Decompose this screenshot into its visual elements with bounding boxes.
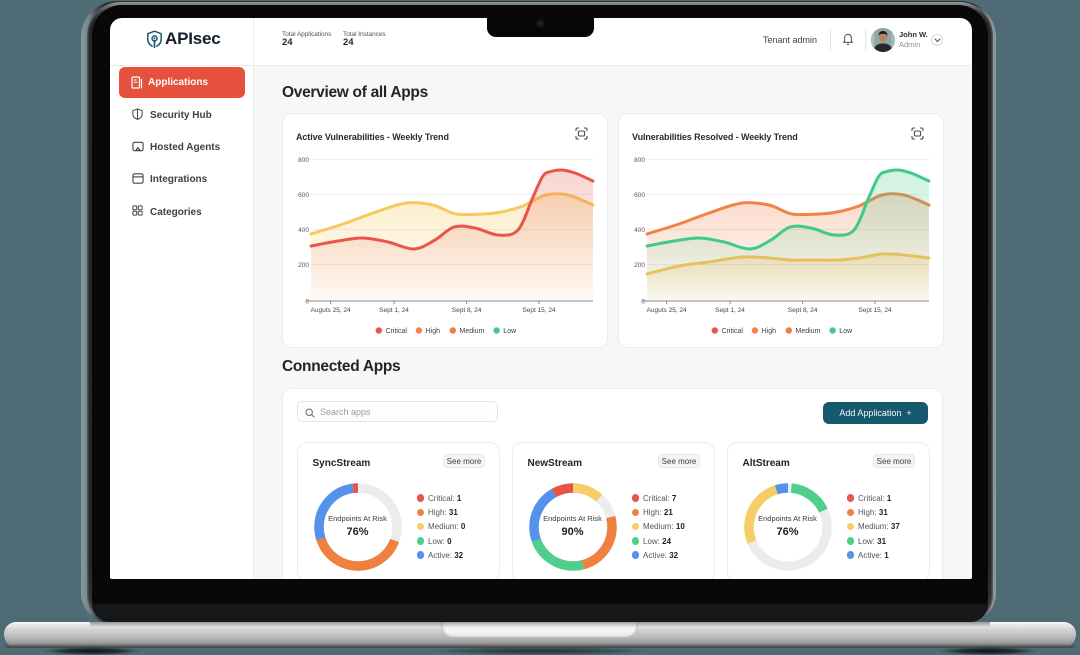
svg-text:0: 0 [305,299,309,306]
svg-text:Sept 1, 24: Sept 1, 24 [715,307,745,314]
svg-text:Auguts 25, 24: Auguts 25, 24 [647,307,687,314]
svg-text:Low: Low [503,328,517,335]
svg-text:Critical: Critical [386,328,408,335]
svg-text:200: 200 [634,262,645,269]
svg-text:High: High [762,328,777,335]
svg-text:800: 800 [298,157,309,164]
svg-text:0: 0 [641,299,645,306]
svg-text:Sept 15, 24: Sept 15, 24 [858,307,892,314]
svg-text:Sept 15, 24: Sept 15, 24 [522,307,556,314]
svg-text:400: 400 [298,227,309,234]
svg-text:200: 200 [298,262,309,269]
svg-text:Sept 8, 24: Sept 8, 24 [452,307,482,314]
svg-text:800: 800 [634,157,645,164]
svg-text:Low: Low [839,328,853,335]
svg-text:Medium: Medium [460,328,485,335]
svg-text:400: 400 [634,227,645,234]
svg-text:600: 600 [634,192,645,199]
svg-text:600: 600 [298,192,309,199]
svg-text:Sept 8, 24: Sept 8, 24 [788,307,818,314]
svg-text:High: High [426,328,441,335]
svg-text:Sept 1, 24: Sept 1, 24 [379,307,409,314]
svg-text:Auguts 25, 24: Auguts 25, 24 [311,307,351,314]
svg-text:Medium: Medium [796,328,821,335]
svg-text:Critical: Critical [722,328,744,335]
